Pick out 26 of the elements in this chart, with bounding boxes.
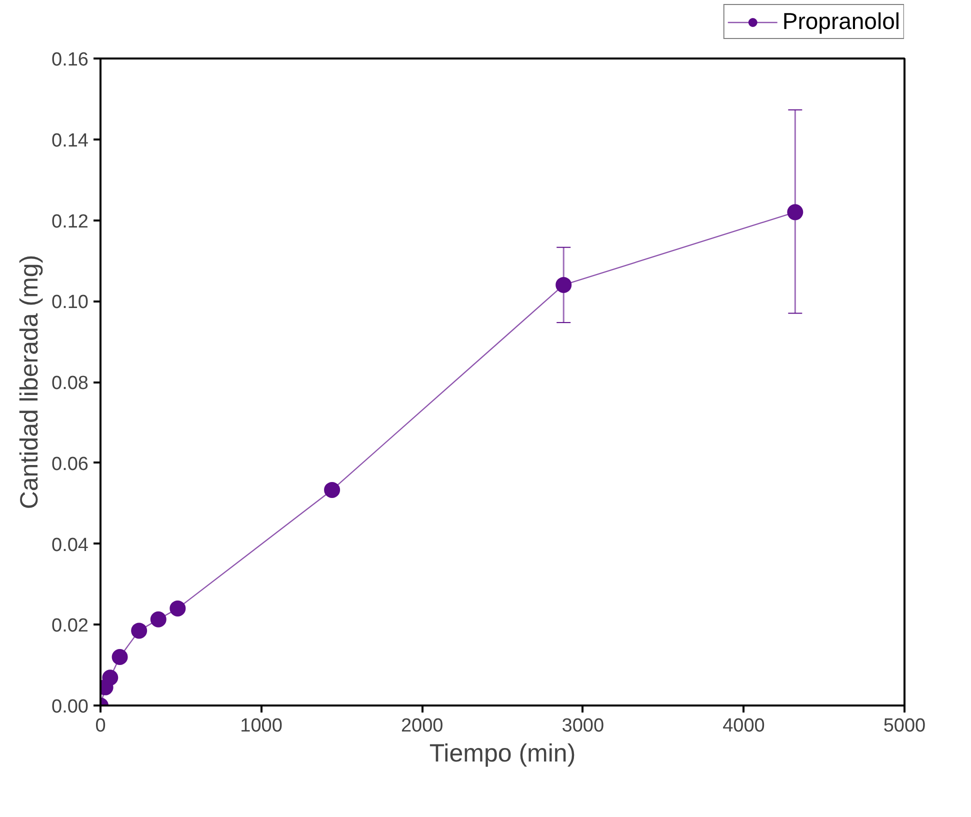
point xyxy=(324,482,340,498)
x-tick-label: 2000 xyxy=(400,716,444,736)
x-tick-label: 0 xyxy=(95,716,106,736)
y-tick-label: 0.06 xyxy=(52,454,89,475)
x-tick-label: 1000 xyxy=(240,716,282,736)
x-tick-label: 4000 xyxy=(722,716,765,736)
y-tick-label: 0.00 xyxy=(52,696,89,718)
point xyxy=(170,600,186,616)
x-tick-label: 3000 xyxy=(562,716,604,736)
legend-label: Propranolol xyxy=(782,8,900,35)
point xyxy=(102,670,118,686)
point xyxy=(787,204,804,220)
x-axis-title: Tiempo (min) xyxy=(429,740,576,768)
y-tick-label: 0.04 xyxy=(52,534,89,556)
point xyxy=(131,622,148,639)
y-tick-label: 0.08 xyxy=(52,373,89,394)
point xyxy=(556,276,572,293)
y-tick-label: 0.12 xyxy=(52,211,89,232)
y-axis-title: Cantidad liberada (mg) xyxy=(16,254,44,510)
y-tick-label: 0.02 xyxy=(52,616,89,637)
y-tick-label: 0.16 xyxy=(52,50,89,70)
point xyxy=(150,611,166,628)
x-tick-label: 5000 xyxy=(883,716,926,736)
y-tick-label: 0.10 xyxy=(52,292,89,314)
y-tick-label: 0.14 xyxy=(52,130,89,152)
point xyxy=(112,648,128,665)
